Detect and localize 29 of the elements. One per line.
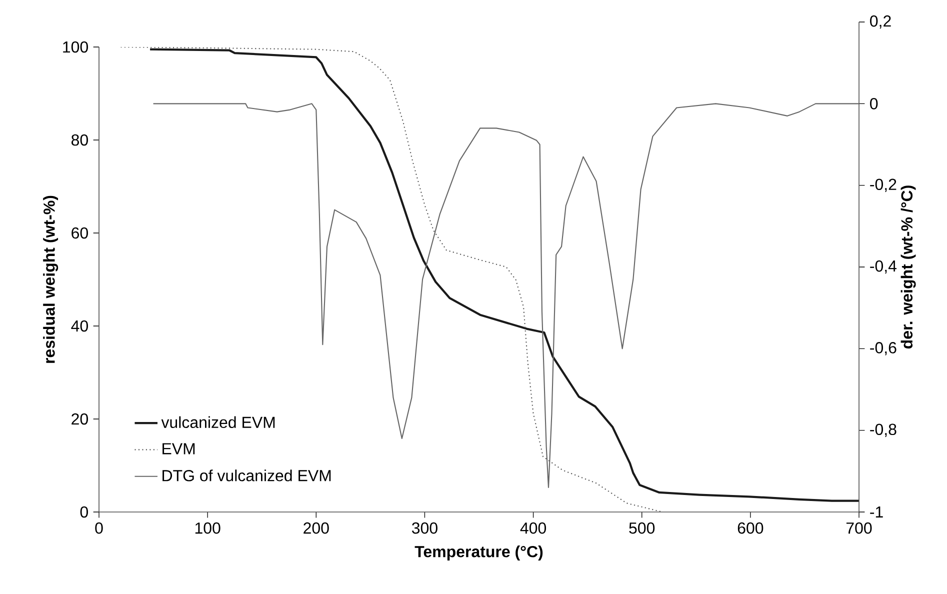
y-tick-label: 0 xyxy=(80,506,88,518)
y2-tick-label: 0,2 xyxy=(870,15,891,29)
y-tick-label: 100 xyxy=(63,41,88,53)
x-tick-label: 400 xyxy=(520,522,546,534)
x-tick-label: 600 xyxy=(738,522,764,534)
y2-tick-label: -1 xyxy=(870,506,883,518)
y2-tick-label: -0,6 xyxy=(870,342,896,356)
y-tick-label: 60 xyxy=(72,227,88,239)
y2-tick-label: -0,8 xyxy=(870,424,896,437)
y2-tick-label: 0 xyxy=(870,98,878,110)
y-tick-label: 20 xyxy=(72,413,88,425)
legend-label: EVM xyxy=(162,443,195,454)
y-axis-title: residual weight (wt-%) xyxy=(43,196,58,363)
y2-axis-title: der. weight (wt-% /°C) xyxy=(900,186,916,349)
legend-label: vulcanized EVM xyxy=(161,416,275,428)
x-tick-label: 0 xyxy=(95,522,103,534)
y-tick-label: 40 xyxy=(71,320,88,332)
x-tick-label: 200 xyxy=(304,522,329,534)
x-tick-label: 500 xyxy=(629,522,655,534)
x-tick-label: 100 xyxy=(195,522,220,534)
y2-tick-label: -0,2 xyxy=(870,178,896,192)
x-tick-label: 300 xyxy=(412,522,438,534)
x-axis-title: Temperature (°C) xyxy=(414,546,543,560)
y-tick-label: 80 xyxy=(71,134,88,146)
y2-tick-label: -0,4 xyxy=(870,260,897,274)
line-series xyxy=(152,103,860,488)
legend-label: DTG of vulcanized EVM xyxy=(162,470,331,482)
line-series xyxy=(148,48,860,502)
x-tick-label: 700 xyxy=(846,522,872,534)
